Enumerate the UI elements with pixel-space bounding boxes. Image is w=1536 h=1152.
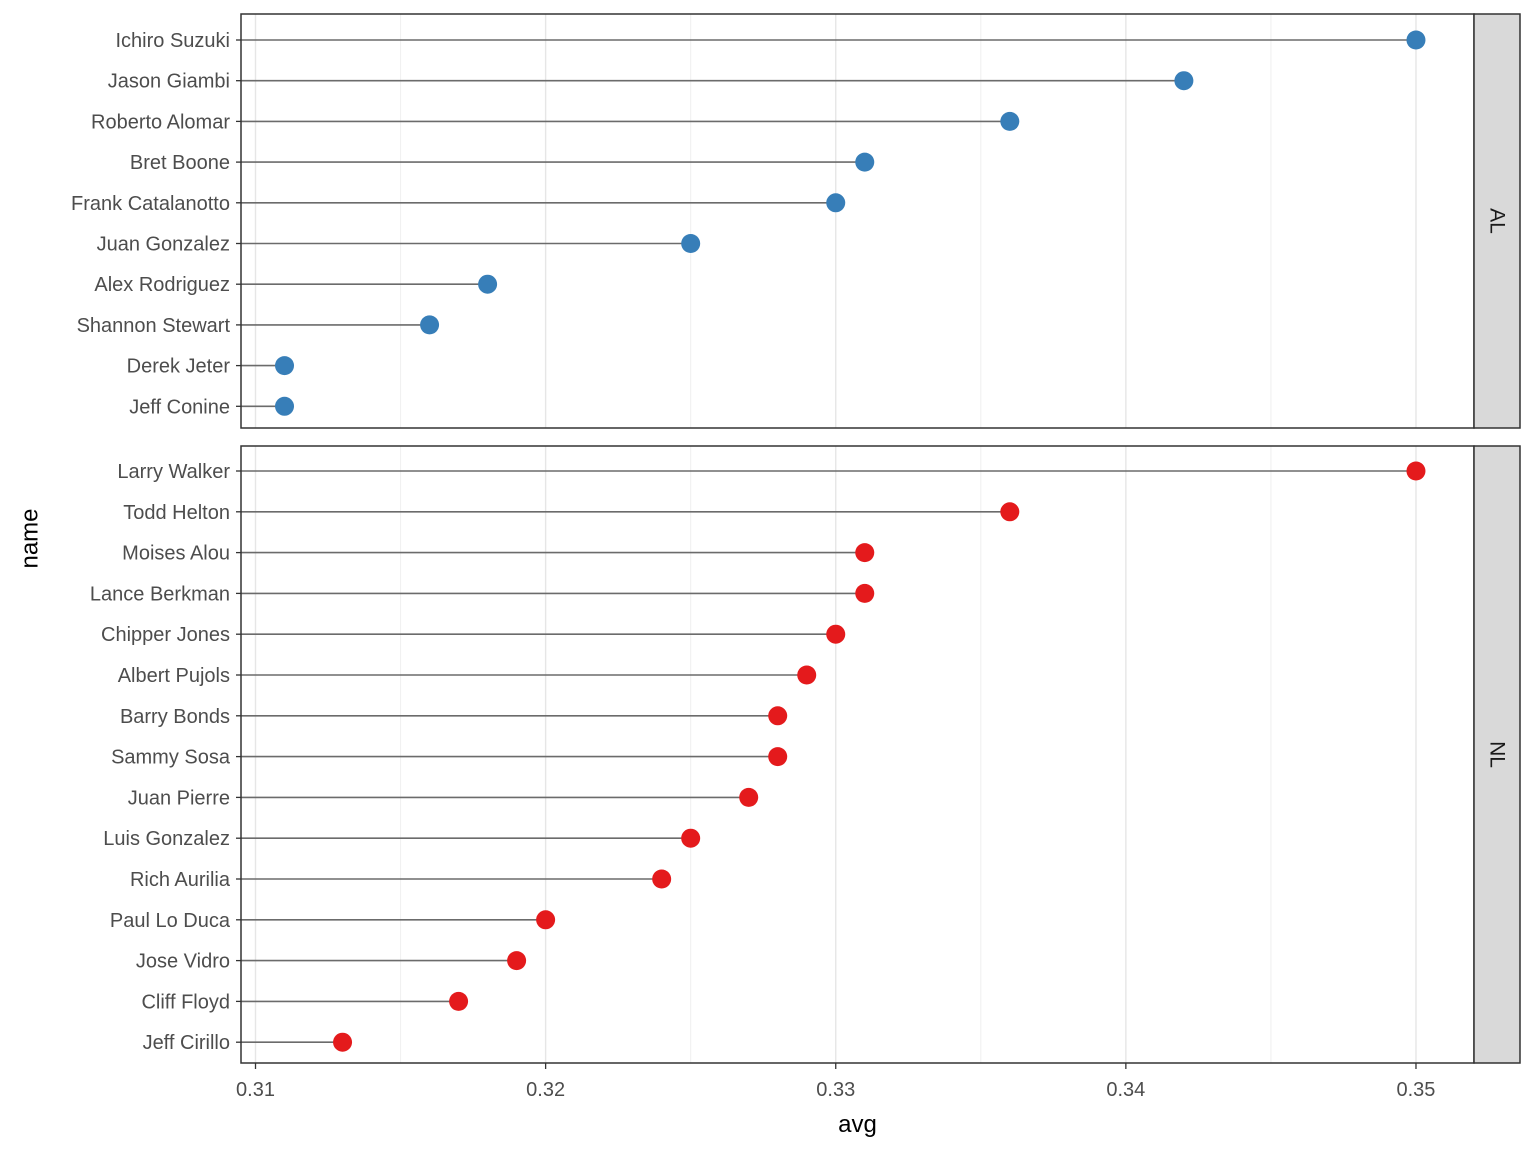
lollipop-point xyxy=(768,747,788,767)
lollipop-point xyxy=(1000,502,1020,522)
y-tick-label: Jeff Conine xyxy=(129,396,230,418)
lollipop-point xyxy=(507,951,527,971)
lollipop-point xyxy=(1000,111,1020,131)
x-axis-title: avg xyxy=(838,1111,877,1138)
lollipop-point xyxy=(681,828,701,848)
y-tick-label: Bret Boone xyxy=(130,152,230,174)
panel-al: Ichiro Suzuki Jason Giambi Roberto Alomar B… xyxy=(71,13,1521,429)
lollipop-point xyxy=(449,991,469,1011)
lollipop-point xyxy=(768,706,788,726)
y-tick-label: Luis Gonzalez xyxy=(103,828,230,850)
panel-nl: Larry Walker Todd Helton Moises Alou Lance … xyxy=(90,445,1521,1064)
facet-strip-label: NL xyxy=(1486,741,1509,768)
x-tick-label: 0.35 xyxy=(1397,1079,1436,1101)
y-tick-label: Derek Jeter xyxy=(127,356,231,378)
panel-background xyxy=(241,446,1474,1063)
x-tick-label: 0.34 xyxy=(1106,1079,1145,1101)
panel-background xyxy=(241,14,1474,428)
y-tick-label: Todd Helton xyxy=(123,502,230,524)
y-tick-label: Roberto Alomar xyxy=(91,111,230,133)
y-tick-label: Lance Berkman xyxy=(90,583,230,605)
lollipop-point xyxy=(826,193,846,213)
y-tick-label: Albert Pujols xyxy=(118,665,230,687)
y-tick-label: Jose Vidro xyxy=(136,951,230,973)
lollipop-point xyxy=(652,869,672,889)
y-tick-label: Jeff Cirillo xyxy=(143,1032,230,1054)
y-tick-label: Sammy Sosa xyxy=(111,747,231,769)
lollipop-point xyxy=(739,787,759,807)
lollipop-point xyxy=(1406,30,1426,50)
x-tick-label: 0.33 xyxy=(816,1079,855,1101)
x-tick-label: 0.32 xyxy=(526,1079,565,1101)
y-tick-label: Juan Pierre xyxy=(128,787,230,809)
lollipop-point xyxy=(826,624,846,644)
lollipop-point xyxy=(420,315,440,335)
y-tick-label: Cliff Floyd xyxy=(141,991,230,1013)
lollipop-point xyxy=(536,910,556,930)
lollipop-point xyxy=(797,665,817,685)
lollipop-point xyxy=(855,543,875,563)
panels-layer: Ichiro Suzuki Jason Giambi Roberto Alomar B… xyxy=(71,13,1521,1064)
lollipop-point xyxy=(275,396,295,416)
lollipop-point xyxy=(1174,71,1194,91)
lollipop-point xyxy=(478,274,498,294)
y-tick-label: Juan Gonzalez xyxy=(97,234,230,256)
lollipop-point xyxy=(681,234,701,253)
y-tick-label: Rich Aurilia xyxy=(130,869,231,891)
lollipop-point xyxy=(1406,461,1426,481)
lollipop-point xyxy=(855,583,875,603)
lollipop-point xyxy=(333,1032,353,1052)
x-tick-label: 0.31 xyxy=(236,1079,275,1101)
y-tick-label: Chipper Jones xyxy=(101,624,230,646)
y-tick-label: Alex Rodriguez xyxy=(94,274,230,296)
lollipop-point xyxy=(275,356,295,376)
y-tick-label: Larry Walker xyxy=(117,461,230,483)
facet-strip xyxy=(1473,13,1521,429)
x-axis: 0.31 0.32 0.33 0.34 0.35 xyxy=(236,1063,1435,1101)
y-tick-label: Ichiro Suzuki xyxy=(116,30,231,52)
y-tick-label: Barry Bonds xyxy=(120,706,230,728)
y-tick-label: Frank Catalanotto xyxy=(71,193,230,215)
facet-strip xyxy=(1473,445,1521,1064)
y-tick-label: Moises Alou xyxy=(122,543,230,565)
y-tick-label: Paul Lo Duca xyxy=(110,910,231,932)
y-tick-label: Jason Giambi xyxy=(108,71,230,93)
facet-strip-label: AL xyxy=(1486,208,1509,234)
y-axis-title: name xyxy=(17,508,44,568)
y-tick-label: Shannon Stewart xyxy=(77,315,231,337)
lollipop-point xyxy=(855,152,875,172)
